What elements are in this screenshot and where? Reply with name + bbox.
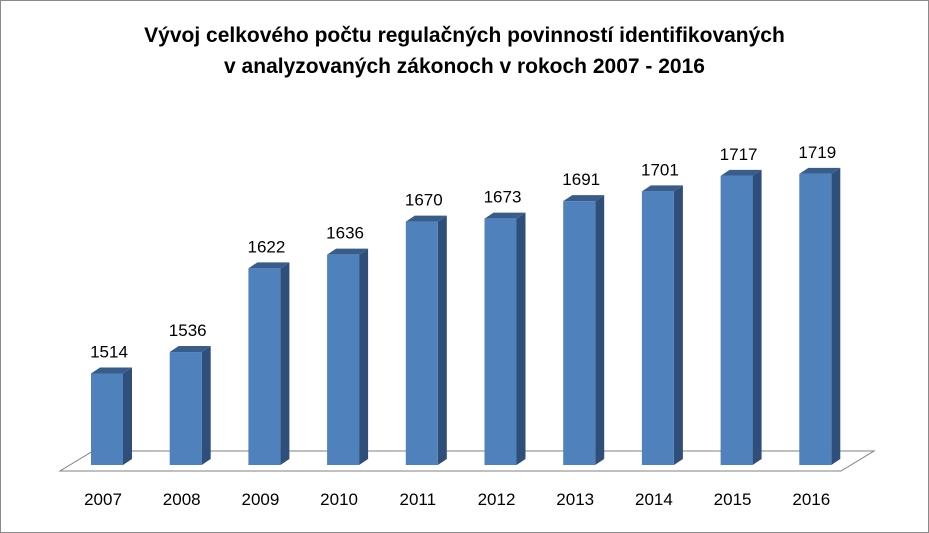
data-label-2011: 1670: [405, 191, 443, 210]
x-tick-label-2007: 2007: [84, 490, 122, 509]
bar-2013: [563, 201, 596, 465]
bar-2010: [327, 254, 360, 465]
bar-top-2009: [248, 262, 290, 269]
bar-side-2010: [359, 248, 369, 465]
bar-side-2008: [201, 346, 211, 465]
bar-2014: [641, 191, 674, 466]
x-tick-label-2016: 2016: [792, 490, 830, 509]
x-tick-label-2012: 2012: [478, 490, 516, 509]
chart-title: Vývoj celkového počtu regulačných povinn…: [0, 20, 929, 82]
bar-side-2011: [437, 215, 447, 465]
bar-top-2011: [405, 215, 447, 222]
data-label-2013: 1691: [562, 170, 600, 189]
bar-side-2013: [595, 195, 605, 465]
bar-side-2009: [280, 262, 290, 465]
data-label-2015: 1717: [720, 145, 758, 164]
bar-top-2016: [799, 167, 841, 174]
bar-top-2014: [641, 185, 683, 192]
bar-2009: [248, 268, 281, 465]
bar-2012: [484, 218, 517, 465]
bar-side-2014: [673, 185, 683, 466]
data-label-2008: 1536: [169, 321, 207, 340]
bar-top-2008: [169, 346, 211, 353]
data-label-2016: 1719: [798, 143, 836, 162]
bar-2015: [720, 175, 753, 465]
labels-layer: 1514 2007 1536 2008 1622 2009 1636 2010 1670 2011…: [84, 143, 836, 509]
bars-layer: [91, 167, 841, 466]
data-label-2007: 1514: [90, 342, 128, 361]
bar-top-2015: [720, 169, 762, 176]
bar-2008: [169, 352, 202, 465]
x-tick-label-2013: 2013: [556, 490, 594, 509]
data-label-2010: 1636: [326, 224, 364, 243]
bar-2011: [405, 221, 438, 465]
bar-2016: [799, 173, 832, 466]
x-tick-label-2011: 2011: [400, 490, 437, 509]
data-label-2014: 1701: [641, 160, 679, 179]
bar-top-2010: [327, 248, 369, 255]
chart-title-line-2: v analyzovaných zákonoch v rokoch 2007 -…: [224, 55, 705, 78]
x-tick-label-2014: 2014: [635, 490, 673, 509]
bar-top-2013: [563, 195, 605, 202]
x-tick-label-2009: 2009: [241, 490, 279, 509]
bar-top-2012: [484, 212, 526, 219]
x-tick-label-2010: 2010: [320, 490, 358, 509]
data-label-2012: 1673: [484, 188, 522, 207]
data-label-2009: 1622: [247, 237, 285, 256]
x-tick-label-2008: 2008: [163, 490, 201, 509]
bar-side-2007: [123, 367, 132, 465]
bar-side-2012: [516, 212, 526, 465]
chart-title-line-1: Vývoj celkového počtu regulačných povinn…: [144, 24, 785, 47]
bar-side-2016: [831, 167, 841, 466]
x-tick-label-2015: 2015: [714, 490, 752, 509]
bar-top-2007: [91, 367, 132, 374]
bar-side-2015: [752, 169, 762, 465]
bar-2007: [91, 373, 123, 465]
